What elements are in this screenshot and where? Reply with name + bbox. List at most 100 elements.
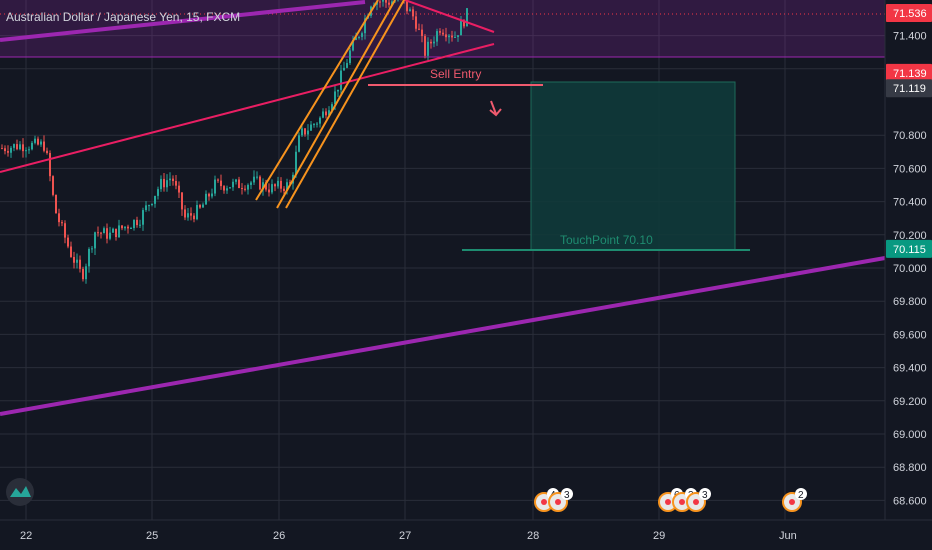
candle [181,192,183,216]
orange-channel-line-3[interactable] [285,0,405,209]
orange-channel-line-1[interactable] [255,0,379,201]
candle [124,226,126,231]
candle [112,227,114,233]
candle [430,39,432,49]
candle [313,123,315,128]
candle [346,58,348,69]
y-tick-label: 69.200 [893,396,927,408]
candle [115,228,117,241]
candle [445,27,447,42]
candle [418,23,420,31]
x-tick-label: 26 [273,530,285,542]
candle [211,188,213,199]
candle [43,135,45,153]
candle [16,139,18,151]
candle [103,226,105,234]
candle [145,201,147,212]
candle [433,36,435,48]
time-axis[interactable] [0,520,885,550]
purple-upper-trendline[interactable] [0,0,366,42]
grid-lines [0,0,885,520]
x-tick-label: 22 [20,530,32,542]
tradingview-logo-icon[interactable] [6,478,34,506]
candle [298,132,300,153]
candle [271,179,273,195]
candle [85,263,87,284]
candle [223,185,225,194]
price-tag: 70.115 [886,239,932,258]
candle [136,216,138,228]
candle [304,128,306,137]
purple-lower-trendline[interactable] [0,256,886,416]
candle [220,174,222,190]
candle [352,36,354,52]
candle [295,145,297,178]
candle [73,251,75,269]
candle [382,0,384,7]
candle [247,183,249,195]
candle [97,226,99,237]
candle [46,147,48,155]
candle [178,181,180,199]
x-tick-label: 28 [527,530,539,542]
candle [67,234,69,249]
candle [310,120,312,131]
event-badges[interactable]: 436332 [534,488,807,512]
price-tag: 71.536 [886,4,932,23]
candle [436,28,438,46]
candle [52,175,54,197]
candle [55,194,57,214]
y-tick-label: 69.000 [893,429,927,441]
candle [301,126,303,137]
candle [448,34,450,44]
candle [253,170,255,185]
candle [1,144,3,150]
candle [241,183,243,195]
candle [79,255,81,273]
pink-support-trendline[interactable] [0,43,495,173]
candle [361,31,363,41]
candle [58,208,60,227]
price-tag-value: 70.115 [893,244,926,256]
candle [154,195,156,208]
candle [457,35,459,42]
y-tick-label: 69.800 [893,296,927,308]
y-tick-label: 70.200 [893,230,927,242]
candle [49,150,51,182]
candle [427,37,429,62]
price-tags: 71.536 71.139 71.119 70.115 [886,4,932,258]
candle [235,178,237,185]
candle [421,24,423,43]
candle [325,108,327,119]
candle [406,0,408,15]
candle [340,64,342,95]
down-arrow-icon [489,100,502,117]
candle [280,177,282,193]
x-tick-label: 25 [146,530,158,542]
candle [259,175,261,191]
x-tick-label: Jun [779,530,797,542]
event-badge-count: 2 [798,490,804,501]
target-zone[interactable] [530,81,736,251]
candle-series [1,0,468,284]
y-tick-label: 69.600 [893,329,927,341]
candle [31,141,33,151]
candle [190,207,192,221]
candle [64,220,66,244]
candle [118,219,120,239]
candle [202,202,204,208]
candle [337,89,339,98]
candle [184,205,186,221]
y-tick-label: 71.400 [893,31,927,43]
candle [7,145,9,157]
event-badge[interactable]: 2 [782,488,807,512]
candle [169,172,171,187]
event-badge[interactable]: 3 [548,488,573,512]
pink-wedge-top-line[interactable] [404,0,495,33]
event-badge-count: 3 [564,490,570,501]
candle [94,231,96,255]
orange-channel-line-2[interactable] [276,0,396,209]
event-badge[interactable]: 3 [686,488,711,512]
candle [424,34,426,59]
